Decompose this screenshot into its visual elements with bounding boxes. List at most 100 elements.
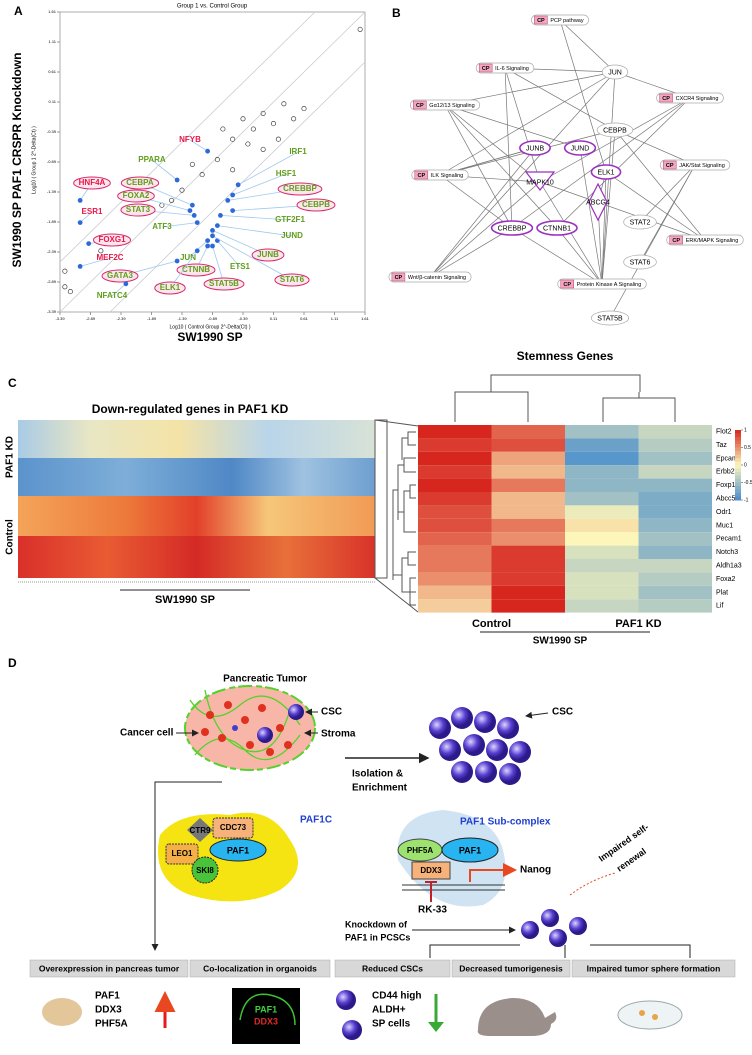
heatmap-cell <box>638 545 712 559</box>
gene-point <box>205 243 211 249</box>
protein-label: PHF5A <box>407 846 433 855</box>
paf1-shape <box>441 837 499 863</box>
gene-label: ESR1 <box>82 207 103 216</box>
badge-label: CP <box>666 163 674 169</box>
cdc73-shape <box>212 817 254 839</box>
label: Isolation & <box>352 769 403 780</box>
panel-letter: D <box>8 656 17 670</box>
point <box>240 116 246 122</box>
node: CP IL-6 Signaling <box>475 62 535 74</box>
node: JUNB <box>519 140 551 156</box>
node-label: PCP pathway <box>550 18 583 24</box>
leader-line <box>217 240 241 268</box>
label: Enrichment <box>352 783 408 794</box>
gene-point <box>194 248 200 254</box>
node: ABCG4 <box>586 182 610 222</box>
gene-label: Erbb2 <box>716 469 735 476</box>
leader-line <box>161 222 198 228</box>
leader-line <box>237 151 299 186</box>
gene-point <box>214 223 220 229</box>
outcome-label: Co-localization in organoids <box>203 963 317 973</box>
colorbar-step <box>735 461 741 466</box>
inhibit <box>425 881 437 902</box>
point <box>260 146 266 152</box>
node-label: IL-6 Signaling <box>495 66 529 72</box>
panel-c: C Down-regulated genes in PAF1 KD PAF1 K… <box>5 349 752 646</box>
outcome-label: Overexpression in pancreas tumor <box>39 963 180 973</box>
colorbar-step <box>735 475 741 480</box>
badge <box>534 15 548 25</box>
gene-point <box>210 233 215 239</box>
edge <box>429 181 541 278</box>
heatmap-cell <box>418 465 492 479</box>
node-label: JUNB <box>526 145 545 152</box>
edge <box>556 227 603 285</box>
label: Stroma <box>321 729 356 740</box>
gene-node <box>623 214 657 230</box>
point <box>98 248 104 254</box>
badge-label: CP <box>537 18 545 24</box>
heatmap-cell <box>565 559 639 573</box>
edge <box>504 67 541 183</box>
point <box>275 136 281 142</box>
heatmap-cell <box>638 438 712 452</box>
gene-label: JUND <box>281 231 303 240</box>
edge <box>439 71 616 176</box>
colorbar-step <box>735 447 741 452</box>
x-tick-label: -3.39 <box>55 316 65 321</box>
heatmap-cell <box>565 518 639 533</box>
stain-label: DDX3 <box>254 1016 278 1026</box>
gene-label: ATF3 <box>152 222 172 231</box>
edge <box>444 104 541 183</box>
heatmap-cell <box>418 572 492 586</box>
branch-lines <box>429 944 691 958</box>
heatmap-cell <box>565 545 639 559</box>
node: CP Gα12/13 Signaling <box>409 99 481 111</box>
node: CP ILK Signaling <box>411 169 469 181</box>
x-tick-label: 1.61 <box>361 316 370 321</box>
network-edges <box>429 19 706 319</box>
colorbar-label: -0.5 <box>744 480 752 486</box>
group-label: SW1990 SP <box>533 636 588 647</box>
gene-label: CTNNB <box>182 265 210 274</box>
dna <box>402 884 505 891</box>
heatmap-title: Stemness Genes <box>517 349 614 363</box>
gene-point <box>77 198 83 203</box>
badge <box>391 272 406 282</box>
point <box>301 106 307 112</box>
point <box>357 26 363 32</box>
edge <box>605 171 706 241</box>
colorbar-step <box>735 489 741 494</box>
colorbar-step <box>735 468 741 473</box>
heatmap-cell <box>638 465 712 479</box>
x-tick-label: 0.11 <box>270 316 278 321</box>
heatmap-band <box>18 420 375 458</box>
node-label: JAK/Stat Signaling <box>679 163 725 169</box>
point <box>220 126 226 132</box>
edge <box>429 71 616 278</box>
csc-cell <box>342 1020 362 1040</box>
badge-label: CP <box>416 103 424 109</box>
heatmap-cell <box>638 559 712 573</box>
edge <box>511 227 603 285</box>
point <box>189 161 195 167</box>
row-label: PAF1 KD <box>5 436 16 478</box>
outcome-box <box>334 959 451 978</box>
label-circle <box>154 281 186 295</box>
pathway-node <box>666 234 744 246</box>
panel-letter: C <box>8 376 17 390</box>
badge <box>560 279 574 289</box>
edge <box>504 67 513 229</box>
x-tick-label: 0.61 <box>300 316 309 321</box>
label-circle <box>73 176 111 190</box>
colorbar-step <box>735 496 741 501</box>
y-tick-label: 1.11 <box>49 39 57 44</box>
gene-point <box>235 182 241 188</box>
gene-label: Epcam <box>716 455 738 462</box>
leader-line <box>79 211 93 223</box>
panel-letter: B <box>392 6 401 20</box>
badge <box>669 235 683 245</box>
protein-label: LEO1 <box>172 849 193 858</box>
group-label: SW1990 SP <box>155 594 215 606</box>
edge <box>444 71 616 106</box>
